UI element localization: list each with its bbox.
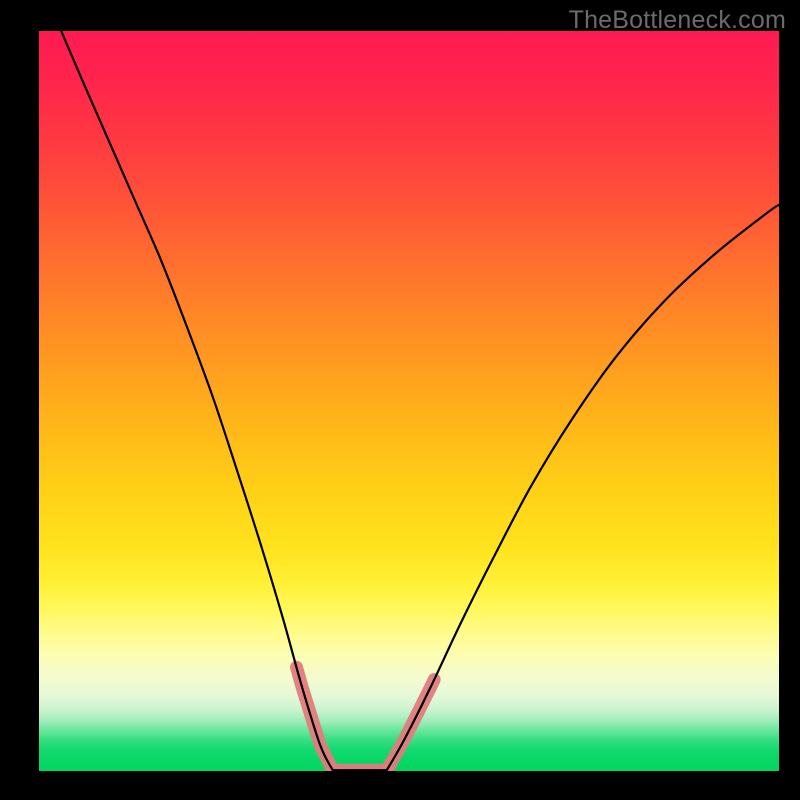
- watermark-label: TheBottleneck.com: [569, 6, 786, 35]
- plot-area: [39, 31, 779, 771]
- chart-frame: TheBottleneck.com: [0, 0, 800, 800]
- chart-svg: [39, 31, 779, 771]
- gradient-background: [39, 31, 779, 771]
